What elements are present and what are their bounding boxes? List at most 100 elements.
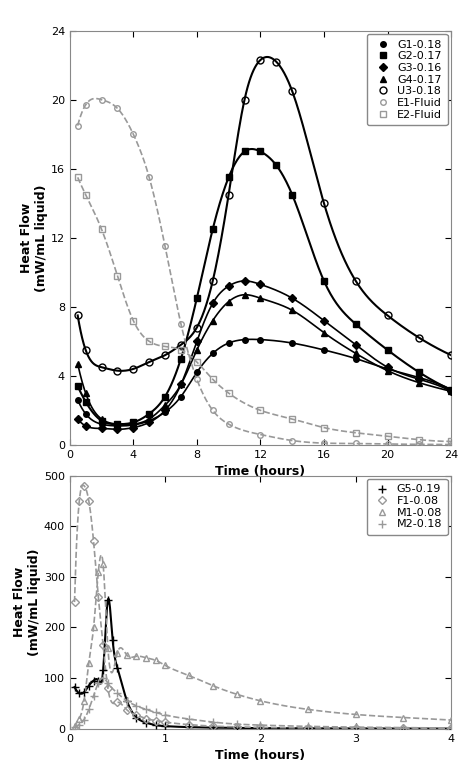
U3-0.18	[385, 311, 390, 320]
F1-0.08	[76, 496, 82, 505]
G2-0.17	[321, 276, 327, 285]
E2-Fluid	[226, 389, 232, 398]
U3-0.18	[321, 199, 327, 208]
M1-0.08	[95, 567, 101, 576]
F1-0.08	[258, 723, 263, 732]
G3-0.16	[385, 363, 390, 372]
M2-0.18	[114, 689, 120, 698]
G1-0.18	[226, 338, 232, 347]
Line: M2-0.18: M2-0.18	[70, 674, 455, 732]
F1-0.08	[353, 723, 359, 732]
G5-0.19	[400, 724, 406, 733]
M2-0.18	[400, 723, 406, 732]
F1-0.08	[210, 722, 215, 731]
G1-0.18	[417, 373, 422, 382]
F1-0.08	[153, 716, 158, 725]
Line: G1-0.18: G1-0.18	[75, 337, 454, 429]
M1-0.08	[258, 696, 263, 706]
M1-0.08	[72, 722, 77, 731]
E2-Fluid	[99, 225, 104, 234]
G5-0.19	[81, 687, 87, 696]
G3-0.16	[194, 337, 199, 346]
F1-0.08	[86, 496, 92, 505]
G5-0.19	[143, 718, 149, 727]
G1-0.18	[242, 335, 247, 344]
M1-0.08	[186, 671, 192, 680]
G3-0.16	[162, 406, 168, 415]
M1-0.08	[114, 648, 120, 657]
M1-0.08	[305, 705, 311, 714]
U3-0.18	[226, 190, 232, 199]
G5-0.19	[258, 723, 263, 732]
U3-0.18	[83, 345, 88, 354]
F1-0.08	[72, 597, 77, 607]
E1-Fluid	[131, 130, 136, 139]
G1-0.18	[114, 421, 120, 430]
G5-0.19	[105, 595, 111, 604]
M2-0.18	[210, 717, 215, 726]
G1-0.18	[448, 385, 454, 394]
G5-0.19	[134, 713, 140, 722]
G2-0.17	[146, 410, 152, 419]
Line: U3-0.18: U3-0.18	[74, 57, 454, 374]
G3-0.16	[178, 380, 184, 389]
U3-0.18	[99, 363, 104, 372]
X-axis label: Time (hours): Time (hours)	[215, 466, 306, 479]
G3-0.16	[131, 423, 136, 433]
F1-0.08	[162, 717, 168, 726]
G5-0.19	[91, 676, 96, 685]
M2-0.18	[305, 722, 311, 731]
Line: G4-0.17: G4-0.17	[74, 291, 454, 428]
E2-Fluid	[194, 357, 199, 367]
Line: G2-0.17: G2-0.17	[75, 149, 454, 427]
G3-0.16	[417, 375, 422, 384]
G4-0.17	[289, 306, 295, 315]
M1-0.08	[234, 690, 239, 699]
Line: E1-Fluid: E1-Fluid	[75, 97, 454, 447]
Y-axis label: Heat Flow
(mW/mL liquid): Heat Flow (mW/mL liquid)	[20, 184, 48, 291]
G2-0.17	[114, 420, 120, 429]
M2-0.18	[448, 723, 454, 732]
E2-Fluid	[258, 406, 263, 415]
G1-0.18	[194, 368, 199, 377]
G4-0.17	[83, 389, 88, 398]
U3-0.18	[114, 366, 120, 375]
U3-0.18	[194, 323, 199, 332]
G2-0.17	[210, 225, 215, 234]
M2-0.18	[100, 673, 106, 683]
F1-0.08	[114, 698, 120, 707]
U3-0.18	[178, 341, 184, 350]
G3-0.16	[210, 299, 215, 308]
U3-0.18	[273, 58, 279, 67]
G5-0.19	[76, 689, 82, 698]
F1-0.08	[95, 592, 101, 601]
G5-0.19	[72, 683, 77, 692]
U3-0.18	[75, 311, 80, 320]
G4-0.17	[448, 387, 454, 396]
G5-0.19	[124, 696, 130, 706]
G1-0.18	[353, 354, 359, 364]
E2-Fluid	[448, 437, 454, 446]
G3-0.16	[114, 425, 120, 434]
G1-0.18	[321, 345, 327, 354]
G3-0.16	[321, 316, 327, 325]
M2-0.18	[76, 720, 82, 729]
M2-0.18	[72, 723, 77, 732]
G5-0.19	[353, 724, 359, 733]
G2-0.17	[75, 382, 80, 391]
G1-0.18	[75, 396, 80, 405]
G2-0.17	[289, 190, 295, 199]
G4-0.17	[385, 366, 390, 375]
E2-Fluid	[146, 337, 152, 346]
G5-0.19	[448, 724, 454, 733]
M2-0.18	[258, 720, 263, 729]
G2-0.17	[194, 294, 199, 303]
E1-Fluid	[146, 173, 152, 182]
F1-0.08	[91, 537, 96, 546]
G3-0.16	[448, 387, 454, 396]
F1-0.08	[81, 481, 87, 490]
M1-0.08	[81, 696, 87, 706]
G5-0.19	[186, 723, 192, 732]
E2-Fluid	[75, 173, 80, 182]
G4-0.17	[417, 378, 422, 387]
